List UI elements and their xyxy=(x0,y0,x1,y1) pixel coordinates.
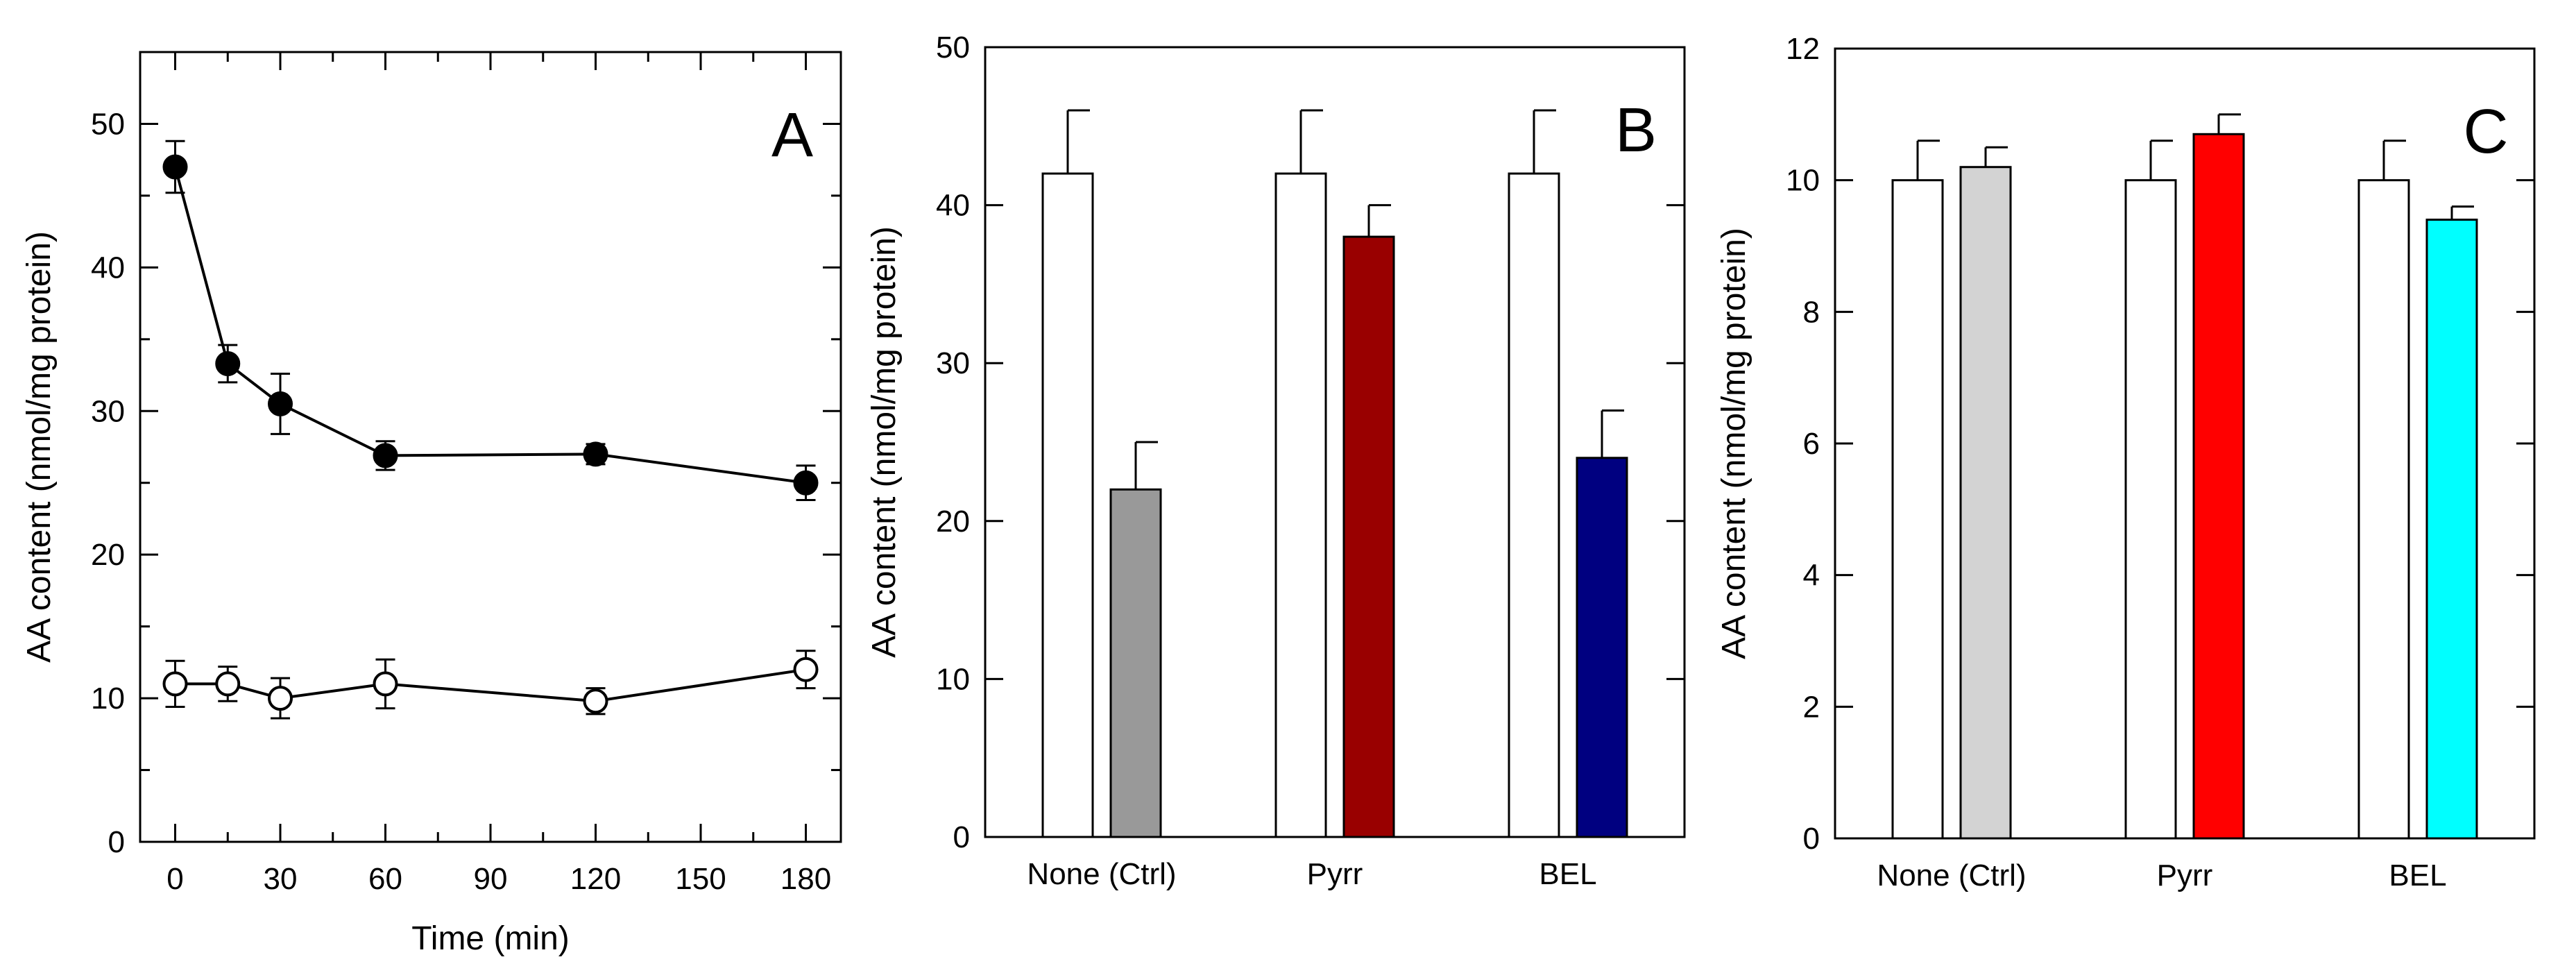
x-category-label: BEL xyxy=(2389,858,2446,892)
data-point xyxy=(162,154,188,180)
y-axis-title: AA content (nmol/mg protein) xyxy=(21,231,58,663)
y-tick-label: 20 xyxy=(91,538,125,572)
y-tick-label: 10 xyxy=(1786,164,1820,198)
y-tick-label: 50 xyxy=(91,107,125,141)
x-category-label: Pyrr xyxy=(1307,857,1363,891)
bar xyxy=(1508,172,1560,838)
bar xyxy=(1274,172,1327,838)
y-axis-title: AA content (nmol/mg protein) xyxy=(1716,228,1752,659)
y-tick-label: 30 xyxy=(91,394,125,428)
y-tick-label: 0 xyxy=(1803,822,1820,856)
x-category-label: None (Ctrl) xyxy=(1027,857,1176,891)
data-point xyxy=(793,470,819,496)
data-point xyxy=(583,441,608,467)
panel-letter: A xyxy=(771,101,813,170)
panel-letter: B xyxy=(1615,96,1657,165)
bar xyxy=(1891,179,1944,840)
x-tick-label: 150 xyxy=(675,862,726,896)
data-point xyxy=(373,671,398,697)
y-tick-label: 10 xyxy=(91,682,125,716)
data-point xyxy=(373,443,398,468)
y-tick-label: 4 xyxy=(1803,559,1820,593)
x-tick-label: 120 xyxy=(570,862,621,896)
y-tick-label: 8 xyxy=(1803,295,1820,329)
y-tick-label: 2 xyxy=(1803,690,1820,724)
series-2 xyxy=(162,650,819,720)
bar xyxy=(1109,488,1162,838)
series-1 xyxy=(162,139,819,502)
y-tick-label: 0 xyxy=(953,820,970,854)
x-tick-label: 0 xyxy=(167,862,183,896)
data-point xyxy=(162,671,188,697)
x-category-label: Pyrr xyxy=(2157,858,2213,892)
y-tick-label: 0 xyxy=(108,825,125,859)
series-line xyxy=(173,167,806,484)
y-tick-label: 40 xyxy=(91,251,125,285)
bar xyxy=(2357,179,2410,840)
y-tick-label: 40 xyxy=(936,189,970,223)
data-point xyxy=(215,350,241,376)
x-category-label: None (Ctrl) xyxy=(1877,858,2026,892)
data-point xyxy=(793,657,819,682)
data-point xyxy=(215,671,241,697)
x-axis-title: Time (min) xyxy=(411,920,570,957)
panel-b: 0 10 20 30 40 50 AA content (nmol/mg protein) B… xyxy=(866,31,1686,891)
y-tick-label: 12 xyxy=(1786,32,1820,66)
x-category-label: BEL xyxy=(1539,857,1596,891)
panel-c: 0 2 4 6 8 10 12 AA content (nmol/mg protein) C No… xyxy=(1716,32,2536,892)
bar xyxy=(2425,219,2478,840)
data-point xyxy=(268,391,293,416)
data-point xyxy=(268,686,293,711)
bar xyxy=(1576,457,1628,838)
plot-frame xyxy=(139,51,842,843)
panel-a: 0 10 20 30 40 50 AA content (nmol/mg protein) A… xyxy=(21,51,842,957)
bar xyxy=(1342,235,1395,838)
y-tick-label: 30 xyxy=(936,346,970,380)
y-tick-label: 50 xyxy=(936,31,970,65)
x-tick-label: 30 xyxy=(264,862,298,896)
x-tick-label: 60 xyxy=(368,862,402,896)
bar xyxy=(1959,166,2012,840)
panel-letter: C xyxy=(2464,97,2509,167)
y-tick-label: 10 xyxy=(936,662,970,696)
bar xyxy=(2192,133,2245,840)
data-point xyxy=(583,688,608,714)
y-tick-label: 20 xyxy=(936,505,970,539)
bar xyxy=(1041,172,1094,838)
plot-frame xyxy=(984,46,1686,838)
y-tick-label: 6 xyxy=(1803,427,1820,461)
bar xyxy=(2124,179,2177,840)
y-axis-title: AA content (nmol/mg protein) xyxy=(866,226,903,658)
x-tick-label: 180 xyxy=(781,862,831,896)
x-tick-label: 90 xyxy=(474,862,508,896)
